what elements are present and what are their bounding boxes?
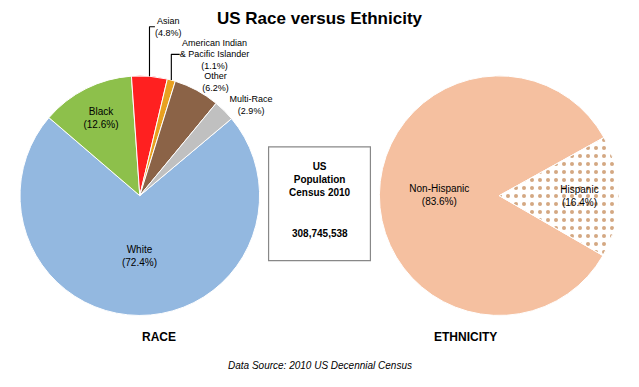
svg-text:Hispanic(16.4%): Hispanic(16.4%) bbox=[560, 184, 598, 208]
svg-text:Other(6.2%): Other(6.2%) bbox=[202, 71, 229, 93]
svg-text:RACE: RACE bbox=[142, 330, 176, 344]
svg-text:Multi-Race(2.9%): Multi-Race(2.9%) bbox=[230, 94, 273, 116]
svg-text:White(72.4%): White(72.4%) bbox=[122, 244, 157, 268]
svg-text:Black(12.6%): Black(12.6%) bbox=[83, 106, 118, 130]
svg-text:Asian(4.8%): Asian(4.8%) bbox=[155, 16, 182, 38]
svg-text:ETHNICITY: ETHNICITY bbox=[434, 330, 497, 344]
svg-text:Data Source: 2010 US Decennial: Data Source: 2010 US Decennial Census bbox=[228, 360, 412, 371]
svg-text:American Indian& Pacific Islan: American Indian& Pacific Islander(1.1%) bbox=[180, 38, 250, 71]
svg-text:USPopulationCensus 2010: USPopulationCensus 2010 bbox=[289, 161, 351, 198]
svg-text:Non-Hispanic(83.6%): Non-Hispanic(83.6%) bbox=[409, 183, 469, 207]
svg-text:US Race versus Ethnicity: US Race versus Ethnicity bbox=[217, 9, 423, 28]
svg-text:308,745,538: 308,745,538 bbox=[292, 228, 348, 239]
